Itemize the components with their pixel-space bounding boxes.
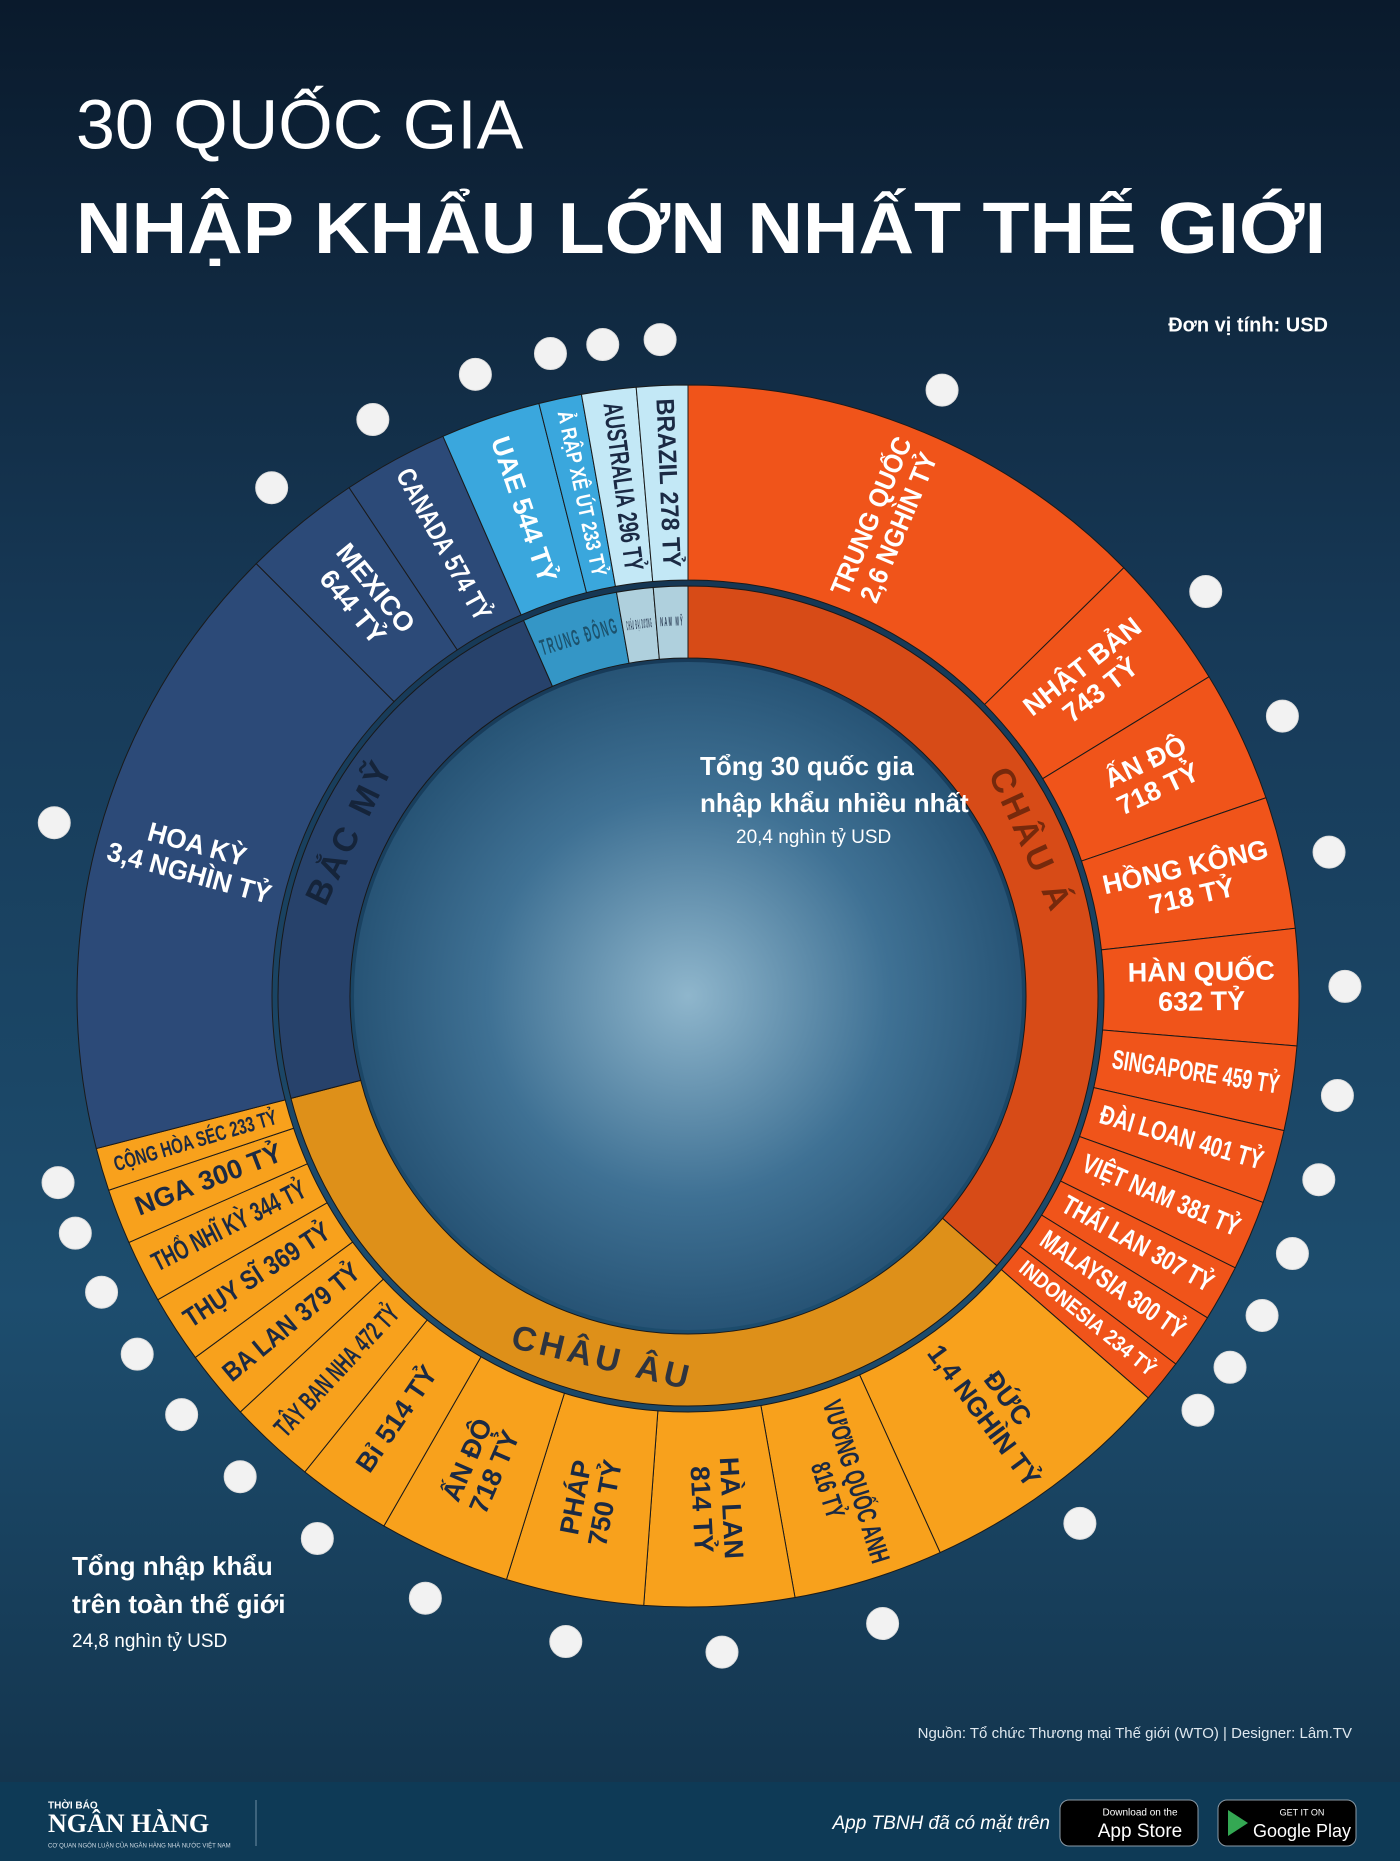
footer: THỜI BÁO NGÂN HÀNG CƠ QUAN NGÔN LUẬN CỦA… [0,1782,1400,1861]
gplay-text: Google Play [1253,1821,1351,1841]
source: Nguồn: Tổ chức Thương mại Thế giới (WTO)… [918,1725,1352,1742]
country-name: BRAZIL [650,398,682,485]
slice-label: HÀN QUỐC632 TỶ [1127,954,1275,1018]
flag [1328,969,1362,1003]
title-line1: 30 QUỐC GIA [76,84,524,163]
flag [37,806,71,840]
center-value: 20,4 nghìn tỷ USD [736,827,891,848]
region-arc [290,1079,998,1407]
flag [705,1635,739,1669]
flag [223,1460,257,1494]
brand: NGÂN HÀNG [48,1809,209,1838]
world-value: 24,8 nghìn tỷ USD [72,1631,227,1652]
region-shade [653,586,688,660]
region-shade [290,1080,997,1406]
flag [1063,1506,1097,1540]
region-shade [523,592,630,687]
flag [356,403,390,437]
flag [866,1607,900,1641]
slice-label: HÀ LAN814 TỶ [684,1456,750,1561]
region-shade [688,586,1098,1266]
flag [1312,835,1346,869]
center-disc [354,662,1022,1330]
flag [300,1521,334,1555]
app-text: App TBNH đã có mặt trên [831,1813,1050,1834]
region-label: NAM MỸ [660,614,684,630]
country-slice [76,562,395,1150]
flag [165,1398,199,1432]
flag [549,1625,583,1659]
flag [1265,699,1299,733]
value-label: 632 TỶ [1158,984,1246,1017]
world-annotation: Tổng nhập khẩu trên toàn thế giới 24,8 n… [72,1551,285,1652]
world-text: trên toàn thế giới [72,1589,285,1619]
flag [458,357,492,391]
googleplay-badge[interactable] [1217,1799,1357,1847]
flag [533,337,567,371]
country-slice [635,384,689,583]
appstore-small: Download on the [1102,1808,1177,1819]
region-arc [687,585,1099,1267]
center-text: nhập khẩu nhiều nhất [700,788,969,818]
appstore-badge[interactable] [1059,1799,1199,1847]
value-label: 296 TỶ [612,510,650,572]
flag [58,1216,92,1250]
flag [255,471,289,505]
country-name: HÀ LAN [714,1456,750,1559]
country-name: HÀN QUỐC [1127,954,1274,988]
flag [1275,1237,1309,1271]
world-text: Tổng nhập khẩu [72,1551,273,1581]
flag [1189,575,1223,609]
appstore-text: App Store [1098,1821,1183,1842]
flag [1302,1163,1336,1197]
value-label: 278 TỶ [654,491,687,568]
title-line2: NHẬP KHẨU LỚN NHẤT THẾ GIỚI [76,188,1326,269]
play-icon [1228,1810,1248,1836]
brand-tagline: CƠ QUAN NGÔN LUẬN CỦA NGÂN HÀNG NHÀ NƯỚC… [48,1842,231,1850]
unit-note: Đơn vị tính: USD [1168,314,1328,336]
flag [408,1581,442,1615]
flag [643,323,677,357]
flag [41,1166,75,1200]
region-arc [652,585,689,660]
region-shade [277,620,553,1099]
flag [925,373,959,407]
flag [1320,1079,1354,1113]
center-text: Tổng 30 quốc gia [700,751,914,781]
slice-label: BRAZIL 278 TỶ [650,398,687,568]
gplay-small: GET IT ON [1280,1807,1325,1817]
region-label: CHÂU ĐẠI DƯƠNG [626,615,654,635]
brand-top: THỜI BÁO [48,1799,98,1812]
flag [1245,1299,1279,1333]
region-shade [616,587,660,664]
flag [1181,1393,1215,1427]
flag [1213,1350,1247,1384]
flag [120,1337,154,1371]
center-annotation: Tổng 30 quốc gia nhập khẩu nhiều nhất 20… [700,751,969,848]
flag [586,328,620,362]
value-label: 814 TỶ [684,1465,720,1554]
flag [85,1275,119,1309]
